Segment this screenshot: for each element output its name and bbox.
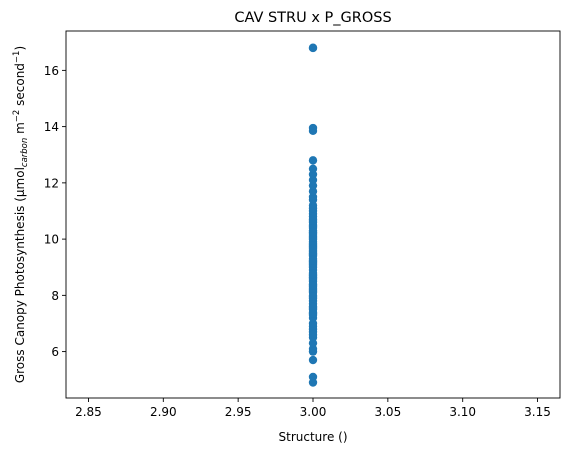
- y-tick-label: 6: [51, 345, 59, 359]
- y-axis-label-mid2: second: [13, 63, 27, 110]
- x-tick-label: 2.95: [225, 405, 252, 419]
- y-tick-label: 16: [44, 64, 59, 78]
- data-point: [308, 281, 318, 290]
- data-point: [308, 156, 318, 165]
- data-point: [308, 330, 318, 339]
- y-axis-label-sup2: −1: [12, 51, 22, 64]
- y-axis-label-mid: m: [13, 122, 27, 138]
- x-tick-label: 3.00: [300, 405, 327, 419]
- y-axis: 6 8 10 12 14 16: [44, 64, 66, 359]
- y-tick-label: 8: [51, 289, 59, 303]
- y-axis-label: Gross Canopy Photosynthesis (μmolcarbon …: [12, 46, 30, 383]
- data-point: [308, 216, 318, 226]
- x-tick-label: 2.90: [150, 405, 177, 419]
- data-point: [308, 270, 318, 279]
- x-axis: 2.85 2.90 2.95 3.00 3.05 3.10 3.15: [75, 398, 551, 419]
- data-points: [308, 43, 318, 387]
- data-point: [308, 292, 318, 301]
- y-axis-label-sup1: −2: [12, 110, 22, 123]
- y-axis-label-suffix: ): [13, 46, 27, 51]
- x-tick-label: 3.10: [449, 405, 476, 419]
- y-axis-label-prefix: Gross Canopy Photosynthesis (μmol: [13, 167, 27, 383]
- data-point: [308, 244, 318, 254]
- data-point: [308, 43, 318, 53]
- data-point: [308, 123, 318, 133]
- x-axis-label: Structure (): [279, 430, 348, 444]
- y-tick-label: 10: [44, 233, 59, 247]
- data-point: [308, 227, 318, 237]
- data-point: [308, 355, 318, 365]
- y-axis-label-subscript: carbon: [20, 138, 30, 167]
- chart-title: CAV STRU x P_GROSS: [234, 10, 391, 26]
- y-tick-label: 12: [44, 176, 59, 190]
- y-tick-label: 14: [44, 120, 59, 134]
- x-tick-label: 3.05: [374, 405, 401, 419]
- x-tick-label: 2.85: [75, 405, 102, 419]
- x-tick-label: 3.15: [524, 405, 551, 419]
- data-point: [308, 203, 318, 213]
- data-point: [308, 372, 318, 382]
- data-point: [308, 309, 318, 318]
- data-point: [308, 164, 318, 174]
- data-point: [308, 255, 318, 265]
